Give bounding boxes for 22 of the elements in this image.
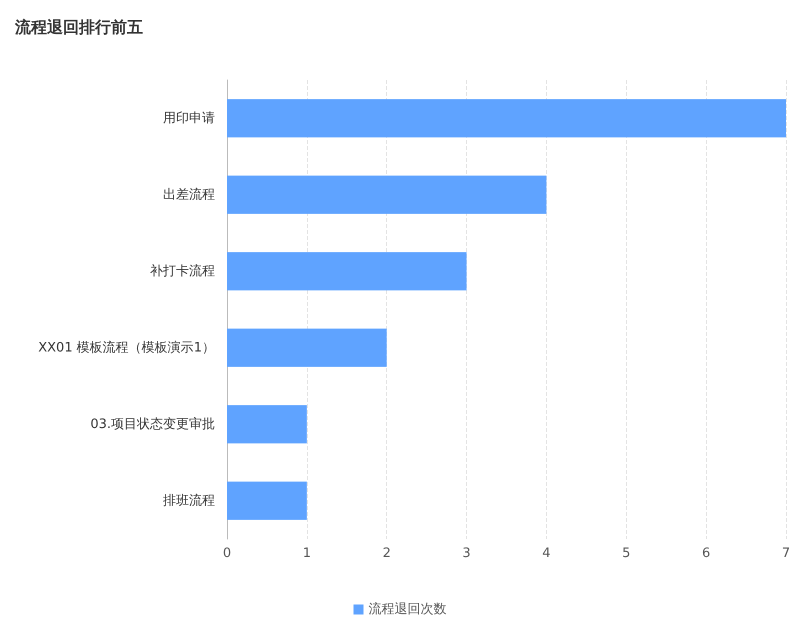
- x-tick-label: 7: [782, 546, 790, 561]
- legend-label: 流程退回次数: [368, 601, 446, 617]
- bar: [227, 405, 307, 444]
- text: 流程退回排行前五: [14, 18, 143, 36]
- x-tick-label: 6: [702, 546, 710, 561]
- x-tick-label: 0: [222, 546, 232, 561]
- bar: [227, 176, 546, 214]
- bar: [227, 328, 387, 367]
- y-tick-label: XX01 模板流程（模板演示1）: [38, 339, 215, 356]
- y-tick-label: 03.项目状态变更审批: [90, 416, 215, 432]
- y-tick-label: 补打卡流程: [150, 262, 215, 279]
- y-tick-label: 用印申请: [163, 110, 215, 126]
- x-tick-label: 3: [462, 546, 471, 561]
- bar: [227, 99, 786, 138]
- y-tick-label: 出差流程: [163, 186, 215, 202]
- x-tick-label: 5: [622, 546, 630, 561]
- x-tick-label: 4: [542, 546, 551, 561]
- y-tick-label: 排班流程: [163, 492, 215, 508]
- bar: [227, 482, 307, 520]
- x-tick-label: 2: [382, 546, 391, 561]
- bar: [227, 252, 467, 290]
- x-tick-label: 1: [302, 546, 311, 561]
